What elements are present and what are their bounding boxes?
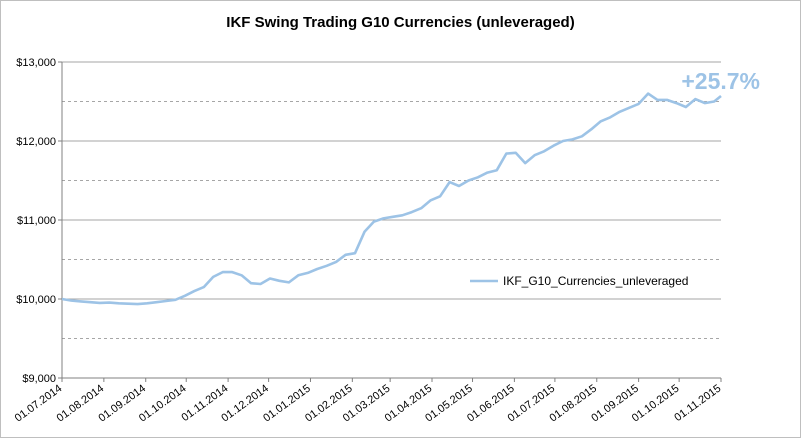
- chart-title: IKF Swing Trading G10 Currencies (unleve…: [226, 14, 575, 31]
- y-tick-label: $13,000: [16, 57, 56, 69]
- y-tick-label: $9,000: [22, 373, 56, 385]
- x-tick-label: 01.11.2015: [672, 382, 723, 424]
- return-annotation: +25.7%: [681, 68, 760, 94]
- series-line: [61, 92, 722, 306]
- y-tick-label: $11,000: [17, 215, 56, 227]
- y-tick-label: $12,000: [16, 136, 56, 148]
- legend-label: IKF_G10_Currencies_unleveraged: [503, 274, 688, 288]
- y-tick-label: $10,000: [16, 294, 56, 306]
